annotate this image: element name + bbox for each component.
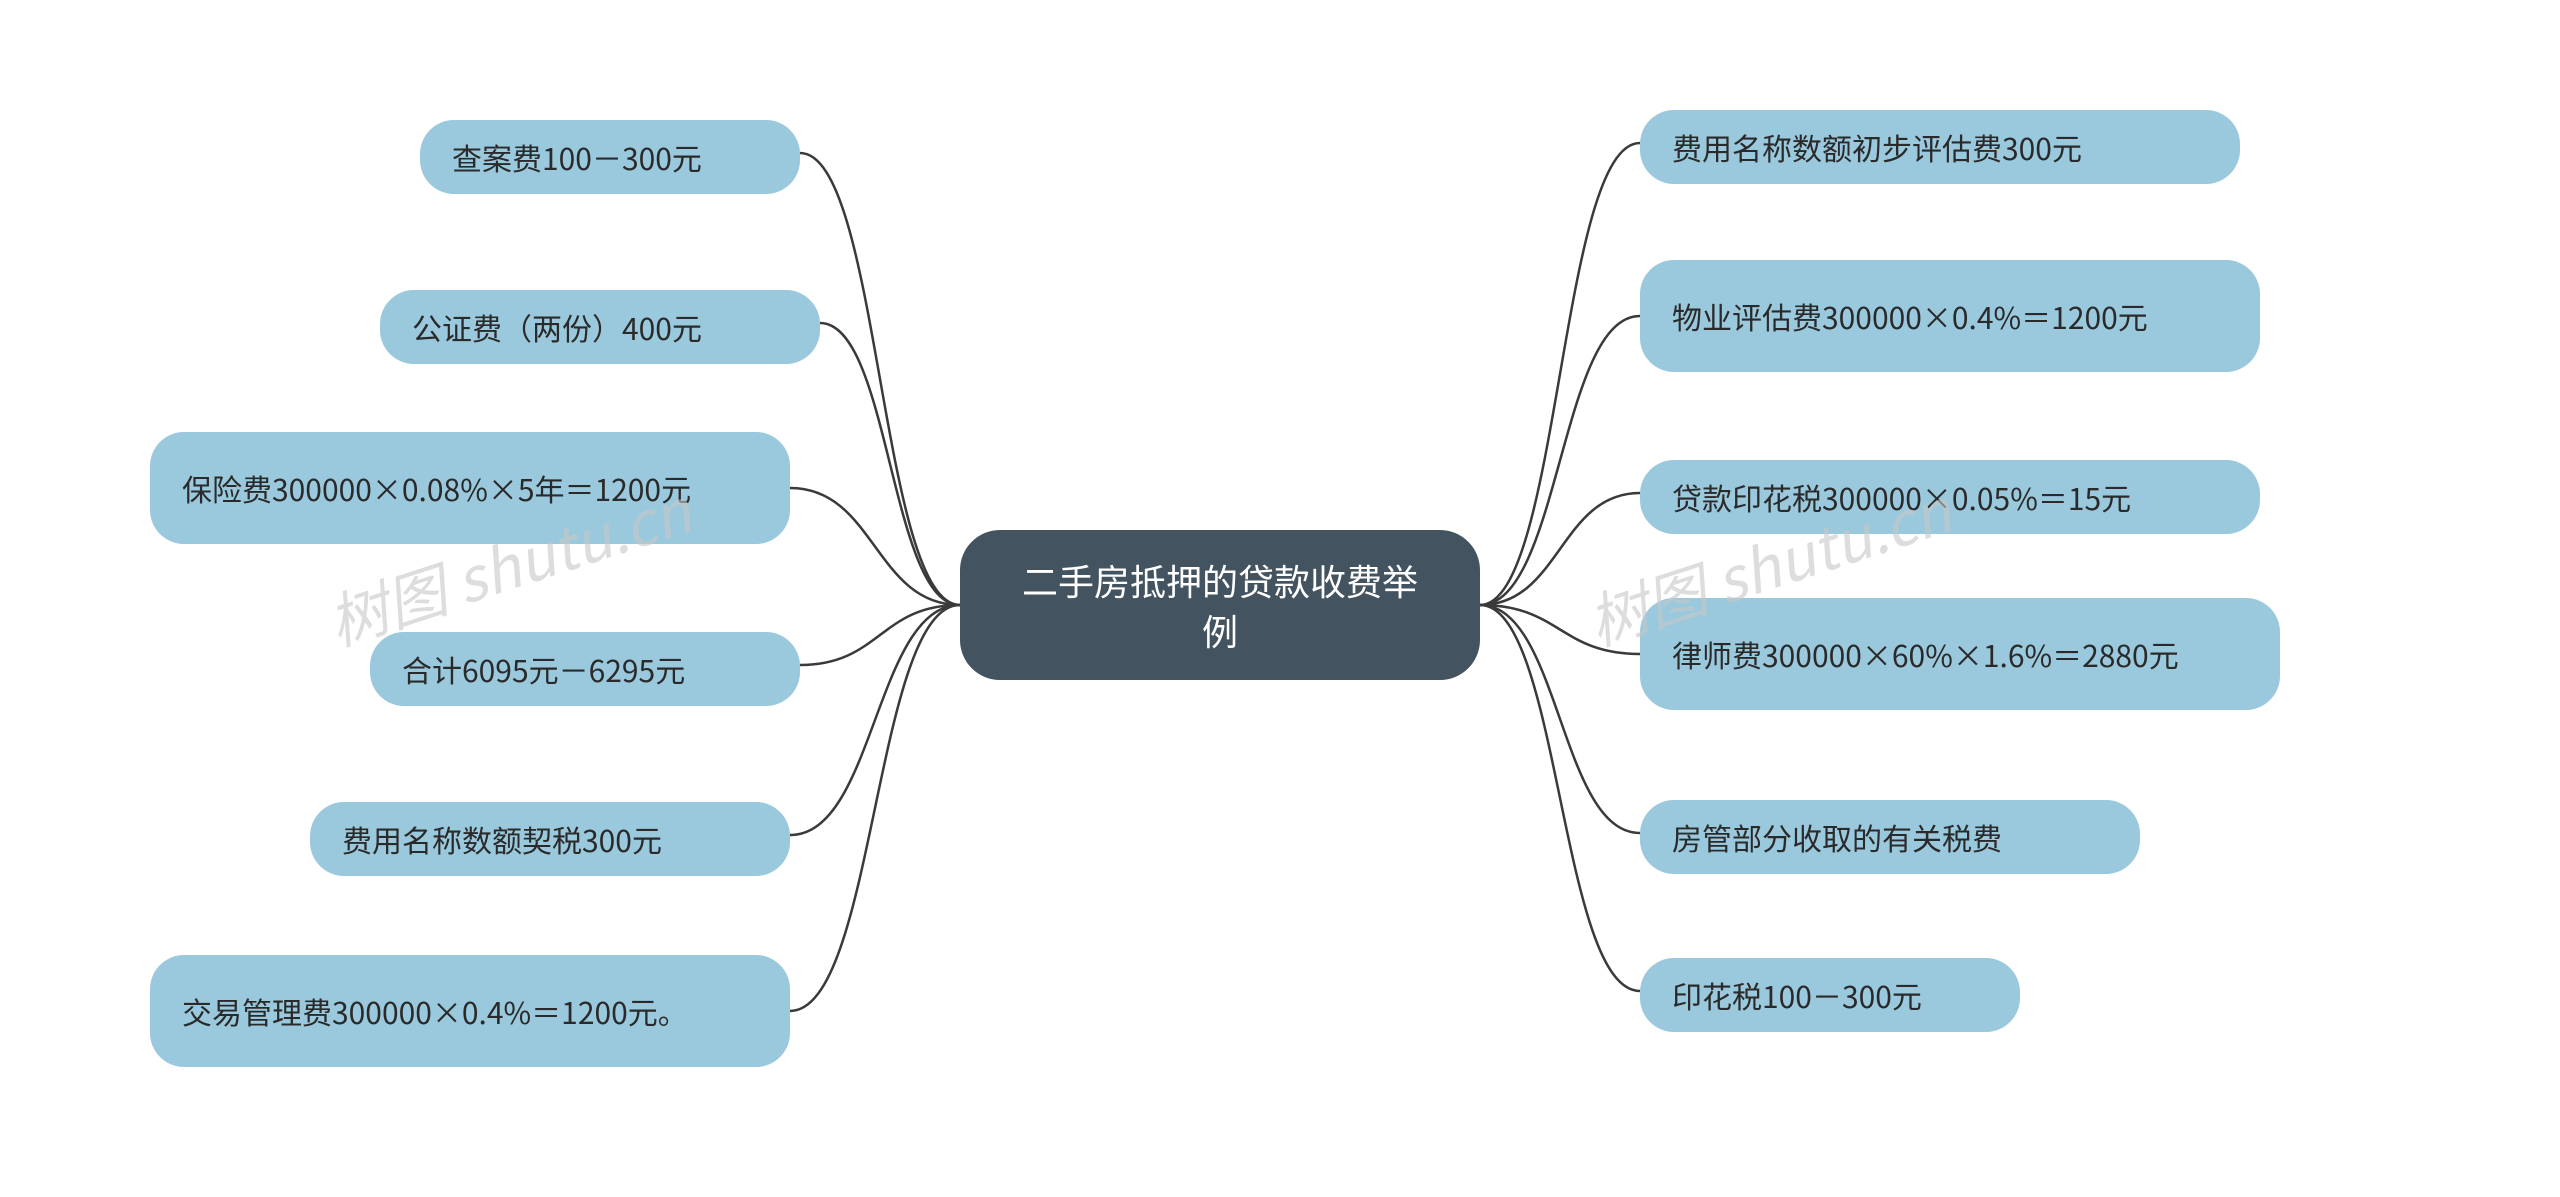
left-node-label-4: 费用名称数额契税300元 xyxy=(342,818,662,860)
center-title-line1: 二手房抵押的贷款收费举 xyxy=(1022,555,1418,605)
left-node-label-3: 合计6095元－6295元 xyxy=(402,648,685,690)
edge-left-5 xyxy=(790,605,960,1011)
left-node-label-0: 查案费100－300元 xyxy=(452,136,702,178)
left-node-0: 查案费100－300元 xyxy=(420,120,800,194)
edge-left-2 xyxy=(790,488,960,605)
edge-left-4 xyxy=(790,605,960,835)
left-node-1: 公证费（两份）400元 xyxy=(380,290,820,364)
edge-left-0 xyxy=(800,153,960,605)
edge-right-3 xyxy=(1480,605,1640,654)
right-node-label-4: 房管部分收取的有关税费 xyxy=(1672,816,2002,858)
right-node-label-3: 律师费300000×60%×1.6%＝2880元 xyxy=(1672,633,2179,675)
center-node: 二手房抵押的贷款收费举 例 xyxy=(960,530,1480,680)
right-node-label-0: 费用名称数额初步评估费300元 xyxy=(1672,126,2082,168)
right-node-4: 房管部分收取的有关税费 xyxy=(1640,800,2140,874)
edge-right-0 xyxy=(1480,143,1640,605)
left-node-2: 保险费300000×0.08%×5年＝1200元 xyxy=(150,432,790,544)
edge-left-1 xyxy=(820,323,960,605)
right-node-label-2: 贷款印花税300000×0.05%＝15元 xyxy=(1672,476,2131,518)
center-title-line2: 例 xyxy=(1202,605,1238,655)
left-node-label-1: 公证费（两份）400元 xyxy=(412,306,702,348)
edge-right-1 xyxy=(1480,316,1640,605)
edge-right-5 xyxy=(1480,605,1640,991)
left-node-4: 费用名称数额契税300元 xyxy=(310,802,790,876)
right-node-5: 印花税100－300元 xyxy=(1640,958,2020,1032)
edge-left-3 xyxy=(800,605,960,665)
left-node-5: 交易管理费300000×0.4%＝1200元。 xyxy=(150,955,790,1067)
edge-right-4 xyxy=(1480,605,1640,833)
right-node-label-1: 物业评估费300000×0.4%＝1200元 xyxy=(1672,295,2148,337)
left-node-label-5: 交易管理费300000×0.4%＝1200元。 xyxy=(182,990,688,1032)
right-node-0: 费用名称数额初步评估费300元 xyxy=(1640,110,2240,184)
left-node-3: 合计6095元－6295元 xyxy=(370,632,800,706)
right-node-3: 律师费300000×60%×1.6%＝2880元 xyxy=(1640,598,2280,710)
edge-right-2 xyxy=(1480,493,1640,605)
right-node-label-5: 印花税100－300元 xyxy=(1672,974,1922,1016)
right-node-2: 贷款印花税300000×0.05%＝15元 xyxy=(1640,460,2260,534)
left-node-label-2: 保险费300000×0.08%×5年＝1200元 xyxy=(182,467,691,509)
right-node-1: 物业评估费300000×0.4%＝1200元 xyxy=(1640,260,2260,372)
